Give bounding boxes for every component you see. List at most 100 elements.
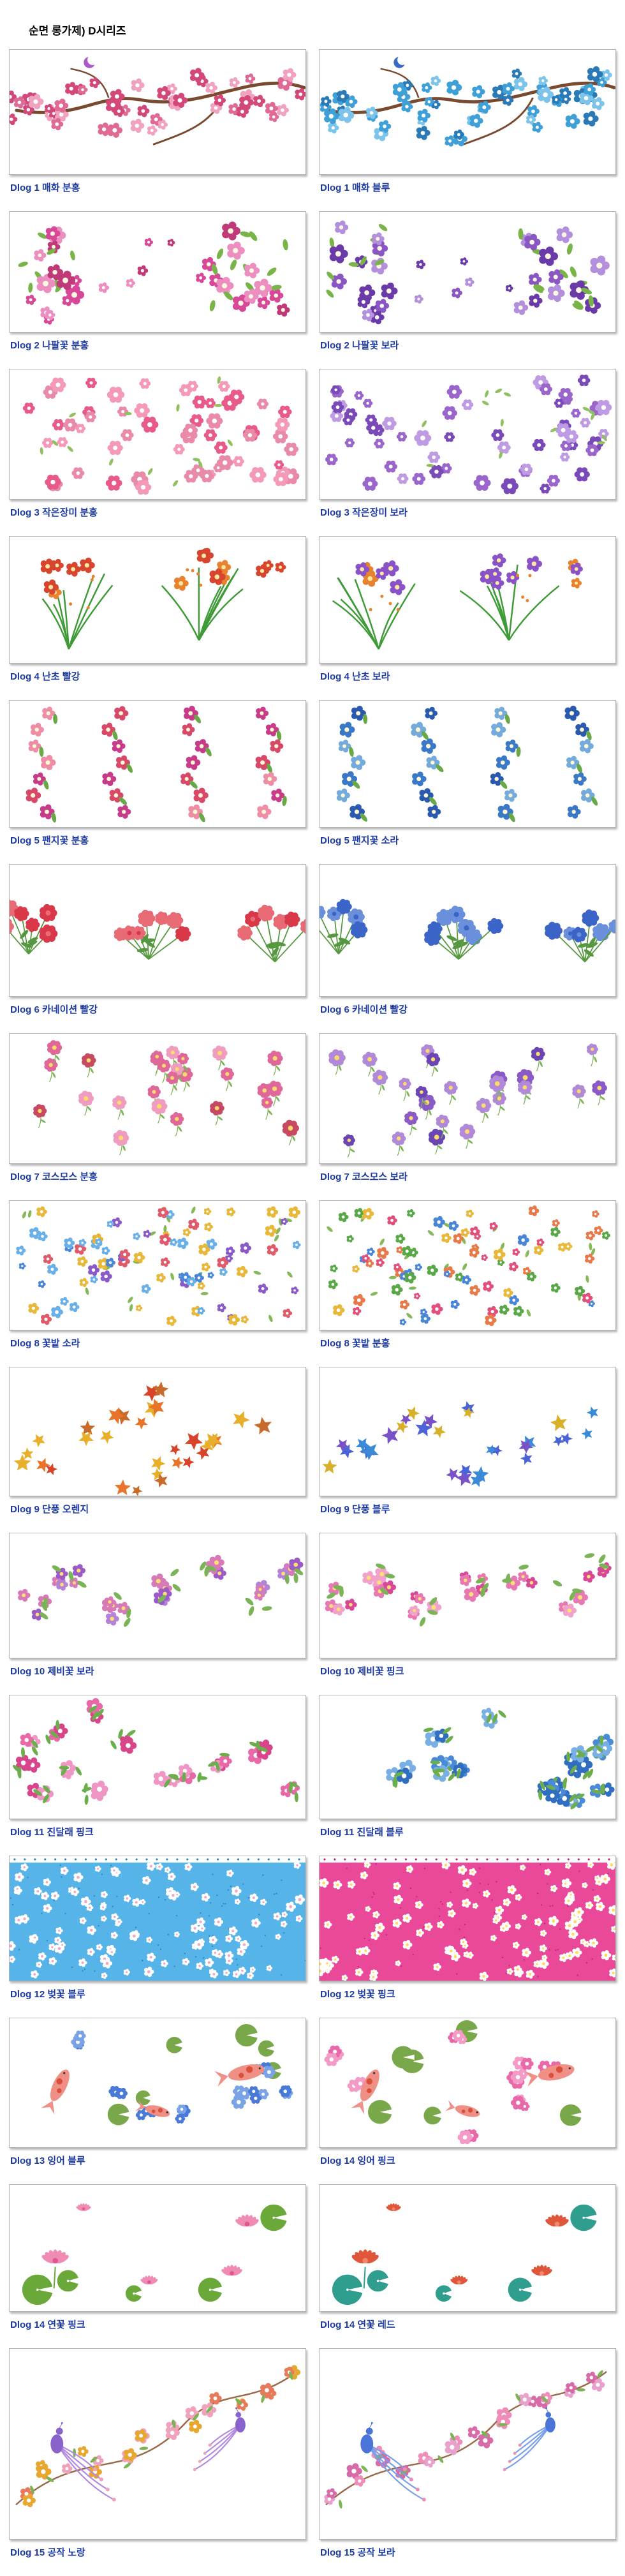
fabric-pattern-art (320, 1034, 615, 1163)
pattern-cell-left: Dlog 5 팬지꽃 분홍 (9, 700, 306, 864)
pattern-row: Dlog 5 팬지꽃 분홍 Dlog 5 팬지꽃 소라 (9, 700, 616, 864)
pattern-cell-left: Dlog 3 작은장미 분홍 (9, 369, 306, 536)
catalog-page: 순면 롱가제) D시리즈 Dlog 1 매화 분홍 Dlog 1 매화 블루 D… (0, 22, 625, 2576)
pattern-caption-link[interactable]: Dlog 3 작은장미 보라 (320, 505, 616, 519)
pattern-caption-link[interactable]: Dlog 4 난초 빨강 (10, 669, 306, 683)
pattern-image-row9-right[interactable] (319, 1367, 616, 1496)
pattern-caption-link[interactable]: Dlog 6 카네이션 빨강 (320, 1002, 616, 1016)
pattern-image-row11-right[interactable] (319, 1695, 616, 1819)
pattern-cell-right: Dlog 10 제비꽃 핑크 (319, 1533, 616, 1695)
pattern-image-row12-left[interactable] (9, 1856, 306, 1981)
pattern-cell-right: Dlog 2 나팔꽃 보라 (319, 211, 616, 369)
pattern-caption-link[interactable]: Dlog 14 잉어 핑크 (320, 2154, 616, 2167)
pattern-image-row13-left[interactable] (9, 2018, 306, 2148)
pattern-image-row3-left[interactable] (9, 369, 306, 500)
pattern-image-row8-left[interactable] (9, 1200, 306, 1330)
pattern-caption-link[interactable]: Dlog 7 코스모스 분홍 (10, 1170, 306, 1183)
pattern-image-row12-right[interactable] (319, 1856, 616, 1981)
pattern-cell-right: Dlog 15 공작 보라 (319, 2348, 616, 2576)
fabric-pattern-art (10, 1856, 305, 1981)
pattern-image-row8-right[interactable] (319, 1200, 616, 1330)
pattern-image-row5-right[interactable] (319, 700, 616, 828)
pattern-caption-link[interactable]: Dlog 12 벚꽃 블루 (10, 1987, 306, 2000)
pattern-cell-left: Dlog 13 잉어 블루 (9, 2018, 306, 2184)
pattern-cell-right: Dlog 12 벚꽃 핑크 (319, 1856, 616, 2018)
pattern-image-row7-right[interactable] (319, 1033, 616, 1164)
pattern-row: Dlog 8 꽃밭 소라 Dlog 8 꽃밭 분홍 (9, 1200, 616, 1367)
pattern-grid: Dlog 1 매화 분홍 Dlog 1 매화 블루 Dlog 2 나팔꽃 분홍 … (9, 49, 616, 2576)
pattern-cell-left: Dlog 15 공작 노랑 (9, 2348, 306, 2576)
pattern-caption-link[interactable]: Dlog 2 나팔꽃 보라 (320, 338, 616, 352)
pattern-image-row6-left[interactable] (9, 864, 306, 997)
pattern-cell-right: Dlog 3 작은장미 보라 (319, 369, 616, 536)
pattern-cell-right: Dlog 6 카네이션 빨강 (319, 864, 616, 1033)
pattern-cell-left: Dlog 8 꽃밭 소라 (9, 1200, 306, 1367)
fabric-pattern-art (320, 865, 615, 996)
pattern-image-row7-left[interactable] (9, 1033, 306, 1164)
pattern-caption-link[interactable]: Dlog 12 벚꽃 핑크 (320, 1987, 616, 2000)
pattern-row: Dlog 9 단풍 오렌지 Dlog 9 단풍 블루 (9, 1367, 616, 1533)
pattern-caption-link[interactable]: Dlog 10 제비꽃 보라 (10, 1664, 306, 1678)
pattern-cell-left: Dlog 10 제비꽃 보라 (9, 1533, 306, 1695)
pattern-caption-link[interactable]: Dlog 6 카네이션 빨강 (10, 1002, 306, 1016)
pattern-caption-link[interactable]: Dlog 9 단풍 블루 (320, 1502, 616, 1515)
pattern-caption-link[interactable]: Dlog 14 연꽃 핑크 (10, 2318, 306, 2331)
pattern-caption-link[interactable]: Dlog 1 매화 블루 (320, 181, 616, 194)
pattern-caption-link[interactable]: Dlog 2 나팔꽃 분홍 (10, 338, 306, 352)
fabric-pattern-art (320, 1367, 615, 1496)
pattern-image-row15-right[interactable] (319, 2348, 616, 2540)
pattern-caption-link[interactable]: Dlog 8 꽃밭 소라 (10, 1336, 306, 1350)
pattern-cell-left: Dlog 7 코스모스 분홍 (9, 1033, 306, 1200)
pattern-image-row2-right[interactable] (319, 211, 616, 332)
fabric-pattern-art (320, 369, 615, 499)
pattern-caption-link[interactable]: Dlog 4 난초 보라 (320, 669, 616, 683)
pattern-image-row4-right[interactable] (319, 536, 616, 664)
pattern-caption-link[interactable]: Dlog 8 꽃밭 분홍 (320, 1336, 616, 1350)
pattern-caption-link[interactable]: Dlog 13 잉어 블루 (10, 2154, 306, 2167)
pattern-image-row3-right[interactable] (319, 369, 616, 500)
pattern-cell-left: Dlog 2 나팔꽃 분홍 (9, 211, 306, 369)
pattern-image-row10-right[interactable] (319, 1533, 616, 1658)
pattern-image-row9-left[interactable] (9, 1367, 306, 1496)
pattern-row: Dlog 6 카네이션 빨강 Dlog 6 카네이션 빨강 (9, 864, 616, 1033)
pattern-caption-link[interactable]: Dlog 14 연꽃 레드 (320, 2318, 616, 2331)
pattern-caption-link[interactable]: Dlog 5 팬지꽃 분홍 (10, 833, 306, 847)
pattern-image-row14-left[interactable] (9, 2184, 306, 2312)
fabric-pattern-art (320, 2185, 615, 2311)
pattern-caption-link[interactable]: Dlog 9 단풍 오렌지 (10, 1502, 306, 1515)
pattern-image-row1-left[interactable] (9, 49, 306, 175)
pattern-caption-link[interactable]: Dlog 11 진달래 핑크 (10, 1825, 306, 1838)
fabric-pattern-art (320, 2018, 615, 2147)
pattern-cell-left: Dlog 4 난초 빨강 (9, 536, 306, 700)
pattern-cell-left: Dlog 14 연꽃 핑크 (9, 2184, 306, 2348)
pattern-cell-right: Dlog 5 팬지꽃 소라 (319, 700, 616, 864)
pattern-caption-link[interactable]: Dlog 7 코스모스 보라 (320, 1170, 616, 1183)
pattern-image-row4-left[interactable] (9, 536, 306, 664)
pattern-row: Dlog 11 진달래 핑크 Dlog 11 진달래 블루 (9, 1695, 616, 1856)
pattern-image-row1-right[interactable] (319, 49, 616, 175)
fabric-pattern-art (320, 701, 615, 827)
pattern-cell-right: Dlog 8 꽃밭 분홍 (319, 1200, 616, 1367)
pattern-cell-left: Dlog 9 단풍 오렌지 (9, 1367, 306, 1533)
pattern-caption-link[interactable]: Dlog 1 매화 분홍 (10, 181, 306, 194)
fabric-pattern-art (10, 701, 305, 827)
pattern-image-row11-left[interactable] (9, 1695, 306, 1819)
pattern-image-row5-left[interactable] (9, 700, 306, 828)
pattern-image-row6-right[interactable] (319, 864, 616, 997)
pattern-image-row10-left[interactable] (9, 1533, 306, 1658)
pattern-caption-link[interactable]: Dlog 11 진달래 블루 (320, 1825, 616, 1838)
pattern-image-row15-left[interactable] (9, 2348, 306, 2540)
pattern-image-row2-left[interactable] (9, 211, 306, 332)
pattern-cell-right: Dlog 14 연꽃 레드 (319, 2184, 616, 2348)
fabric-pattern-art (10, 2349, 305, 2539)
page-title: 순면 롱가제) D시리즈 (29, 22, 625, 38)
pattern-cell-right: Dlog 11 진달래 블루 (319, 1695, 616, 1856)
pattern-caption-link[interactable]: Dlog 3 작은장미 분홍 (10, 505, 306, 519)
pattern-caption-link[interactable]: Dlog 10 제비꽃 핑크 (320, 1664, 616, 1678)
fabric-pattern-art (320, 537, 615, 663)
pattern-image-row13-right[interactable] (319, 2018, 616, 2148)
pattern-image-row14-right[interactable] (319, 2184, 616, 2312)
pattern-caption-link[interactable]: Dlog 5 팬지꽃 소라 (320, 833, 616, 847)
pattern-row: Dlog 13 잉어 블루 Dlog 14 잉어 핑크 (9, 2018, 616, 2184)
fabric-pattern-art (320, 50, 615, 174)
